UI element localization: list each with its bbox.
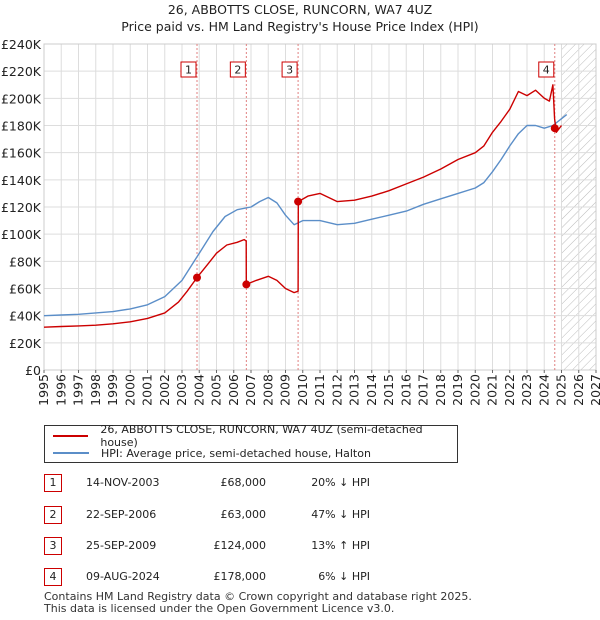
transaction-badge: 2 xyxy=(44,506,62,524)
y-tick-label: £60K xyxy=(9,282,42,297)
x-tick-label: 2009 xyxy=(278,374,293,406)
y-tick-label: £180K xyxy=(1,119,42,134)
legend-item-property: 26, ABBOTTS CLOSE, RUNCORN, WA7 4UZ (sem… xyxy=(53,423,457,449)
marker-label-text: 2 xyxy=(234,64,241,77)
y-tick-label: £220K xyxy=(1,64,42,79)
transaction-price: £68,000 xyxy=(220,476,267,489)
sale-point xyxy=(294,197,303,206)
y-tick-label: £140K xyxy=(1,173,42,188)
chart-title: 26, ABBOTTS CLOSE, RUNCORN, WA7 4UZ xyxy=(167,2,433,17)
transaction-price: £178,000 xyxy=(213,570,267,583)
y-tick-label: £200K xyxy=(1,91,42,106)
x-tick-label: 2025 xyxy=(554,374,569,406)
x-tick-label: 2026 xyxy=(571,374,586,406)
x-tick-label: 2007 xyxy=(243,374,258,406)
sale-point xyxy=(193,273,202,282)
x-tick-label: 2021 xyxy=(485,374,500,406)
y-tick-label: £80K xyxy=(9,254,42,269)
x-tick-label: 2005 xyxy=(209,374,224,406)
x-tick-label: 2001 xyxy=(140,374,155,406)
marker-label-box xyxy=(229,61,246,78)
x-tick-label: 2027 xyxy=(588,374,600,406)
transaction-date: 22-SEP-2006 xyxy=(86,508,157,521)
legend: 26, ABBOTTS CLOSE, RUNCORN, WA7 4UZ (sem… xyxy=(44,423,458,463)
footer-copyright: Contains HM Land Registry data © Crown c… xyxy=(44,590,472,603)
transaction-badge: 1 xyxy=(44,474,62,492)
transaction-date: 25-SEP-2009 xyxy=(86,539,157,552)
x-tick-label: 2011 xyxy=(312,374,327,406)
y-tick-label: £160K xyxy=(1,146,42,161)
x-tick-label: 2020 xyxy=(467,374,482,406)
legend-label-property: 26, ABBOTTS CLOSE, RUNCORN, WA7 4UZ (sem… xyxy=(100,423,423,449)
y-tick-label: £120K xyxy=(1,200,42,215)
x-tick-label: 2013 xyxy=(347,374,362,406)
transaction-badge: 4 xyxy=(44,568,62,586)
x-tick-label: 2012 xyxy=(329,374,344,406)
transaction-badge: 3 xyxy=(44,537,62,555)
x-tick-label: 2002 xyxy=(157,374,172,406)
legend-swatch-hpi xyxy=(53,452,89,454)
y-tick-label: £40K xyxy=(9,309,42,324)
y-tick-label: £0 xyxy=(25,363,41,378)
x-tick-label: 1995 xyxy=(36,374,51,406)
transaction-row: 2 22-SEP-2006 £63,000 47% ↓ HPI xyxy=(44,506,584,524)
marker-label-text: 1 xyxy=(185,64,192,77)
transaction-delta: 47% ↓ HPI xyxy=(311,508,370,521)
x-tick-label: 1999 xyxy=(105,374,120,406)
x-tick-label: 2016 xyxy=(398,374,413,406)
x-tick-label: 2018 xyxy=(433,374,448,406)
transaction-date: 14-NOV-2003 xyxy=(86,476,160,489)
x-tick-label: 2024 xyxy=(536,374,551,406)
transaction-delta: 6% ↓ HPI xyxy=(318,570,370,583)
x-tick-label: 1997 xyxy=(71,374,86,406)
marker-label-text: 3 xyxy=(286,64,293,77)
x-tick-label: 2006 xyxy=(226,374,241,406)
transaction-row: 3 25-SEP-2009 £124,000 13% ↑ HPI xyxy=(44,537,584,555)
x-tick-label: 2000 xyxy=(122,374,137,406)
x-tick-label: 2017 xyxy=(416,374,431,406)
sale-point xyxy=(242,280,251,289)
x-tick-label: 2019 xyxy=(450,374,465,406)
y-tick-label: £240K xyxy=(1,37,42,52)
transaction-price: £124,000 xyxy=(213,539,267,552)
x-tick-label: 2010 xyxy=(295,374,310,406)
x-tick-label: 2023 xyxy=(519,374,534,406)
x-tick-label: 2022 xyxy=(502,374,517,406)
marker-label-box xyxy=(180,61,197,78)
legend-label-hpi: HPI: Average price, semi-detached house,… xyxy=(101,446,371,460)
x-tick-label: 2014 xyxy=(364,374,379,406)
transaction-delta: 20% ↓ HPI xyxy=(311,476,370,489)
sale-point xyxy=(550,124,559,133)
x-tick-label: 2004 xyxy=(191,374,206,406)
hpi-series-line xyxy=(43,114,568,317)
transaction-date: 09-AUG-2024 xyxy=(86,570,160,583)
transaction-row: 4 09-AUG-2024 £178,000 6% ↓ HPI xyxy=(44,568,584,586)
marker-label-box xyxy=(281,61,298,78)
price-chart: 1 2 3 4 £0 £20K £40K £60K £80K £100K £120K £140K £16… xyxy=(1,37,600,406)
marker-label-text: 4 xyxy=(543,64,550,77)
marker-label-box xyxy=(538,61,555,78)
x-tick-label: 2008 xyxy=(260,374,275,406)
x-tick-label: 2015 xyxy=(381,374,396,406)
x-tick-label: 1998 xyxy=(88,374,103,406)
x-tick-label: 1996 xyxy=(53,374,68,406)
legend-item-hpi: HPI: Average price, semi-detached house,… xyxy=(53,445,371,461)
transaction-delta: 13% ↑ HPI xyxy=(311,539,370,552)
y-tick-label: £20K xyxy=(9,336,42,351)
transaction-price: £63,000 xyxy=(220,508,267,521)
footer-licence: This data is licensed under the Open Gov… xyxy=(44,602,395,615)
chart-subtitle: Price paid vs. HM Land Registry's House … xyxy=(121,19,479,34)
transaction-row: 1 14-NOV-2003 £68,000 20% ↓ HPI xyxy=(44,474,584,492)
y-tick-label: £100K xyxy=(1,227,42,242)
legend-swatch-property xyxy=(53,435,89,437)
x-tick-label: 2003 xyxy=(174,374,189,406)
